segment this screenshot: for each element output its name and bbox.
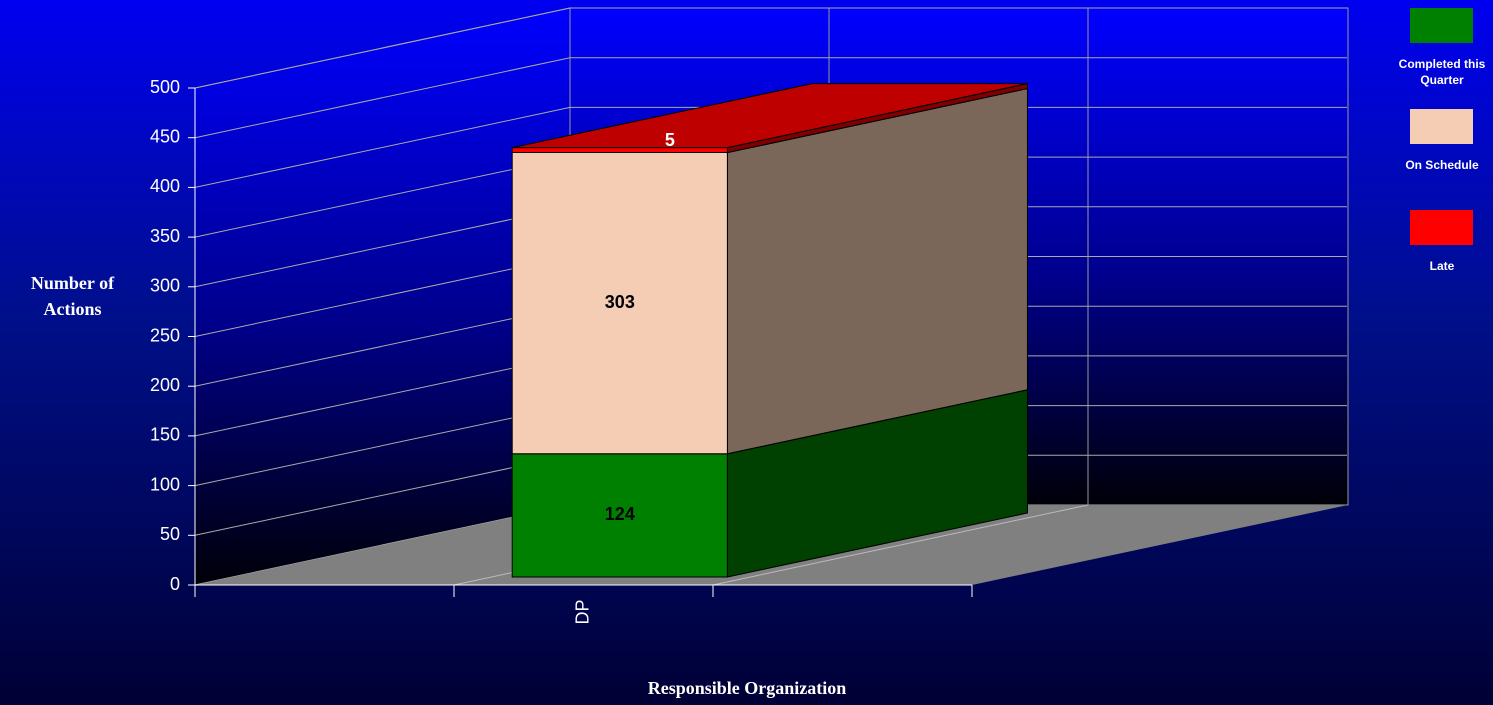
- legend-swatch: [1410, 8, 1473, 43]
- grid-line: [194, 405, 571, 487]
- bar-front: [511, 147, 728, 154]
- legend-label: On Schedule: [1405, 158, 1479, 172]
- y-tick-label: 300: [150, 276, 180, 296]
- grid-line: [194, 256, 571, 337]
- y-tick-label: 500: [150, 77, 180, 97]
- floor-divider: [712, 504, 1089, 586]
- y-tick-label: 250: [150, 325, 180, 345]
- y-tick-label: 0: [170, 574, 180, 594]
- grid-line: [194, 57, 571, 139]
- x-tick-label: DP: [572, 599, 592, 624]
- legend-swatch: [1410, 210, 1473, 245]
- y-axis-title: Number of Actions: [30, 273, 115, 319]
- bars: 124 303 5: [511, 82, 1028, 578]
- bar-top: [512, 83, 1028, 149]
- legend-label: Late: [1429, 259, 1455, 273]
- y-tick-label: 100: [150, 474, 180, 494]
- grid-line: [194, 106, 571, 188]
- y-tick-label: 400: [150, 176, 180, 196]
- grid-line: [194, 305, 571, 387]
- value-label: 5: [665, 130, 675, 150]
- legend-label: Completed this Quarter: [1398, 57, 1486, 87]
- y-tick-label: 350: [150, 226, 180, 246]
- y-tick-label: 150: [150, 425, 180, 445]
- y-tick-label: 200: [150, 375, 180, 395]
- x-axis-title: Responsible Organization: [647, 678, 847, 698]
- value-label: 303: [605, 292, 635, 312]
- grid-line: [194, 454, 571, 536]
- y-tick-label: 50: [160, 524, 180, 544]
- y-tick-label: 450: [150, 126, 180, 146]
- grid-line: [194, 156, 571, 238]
- value-label: 124: [605, 504, 635, 524]
- grid-line: [194, 206, 571, 288]
- grid-line: [194, 7, 571, 89]
- grid-line: [194, 355, 571, 437]
- legend-swatch: [1410, 109, 1473, 144]
